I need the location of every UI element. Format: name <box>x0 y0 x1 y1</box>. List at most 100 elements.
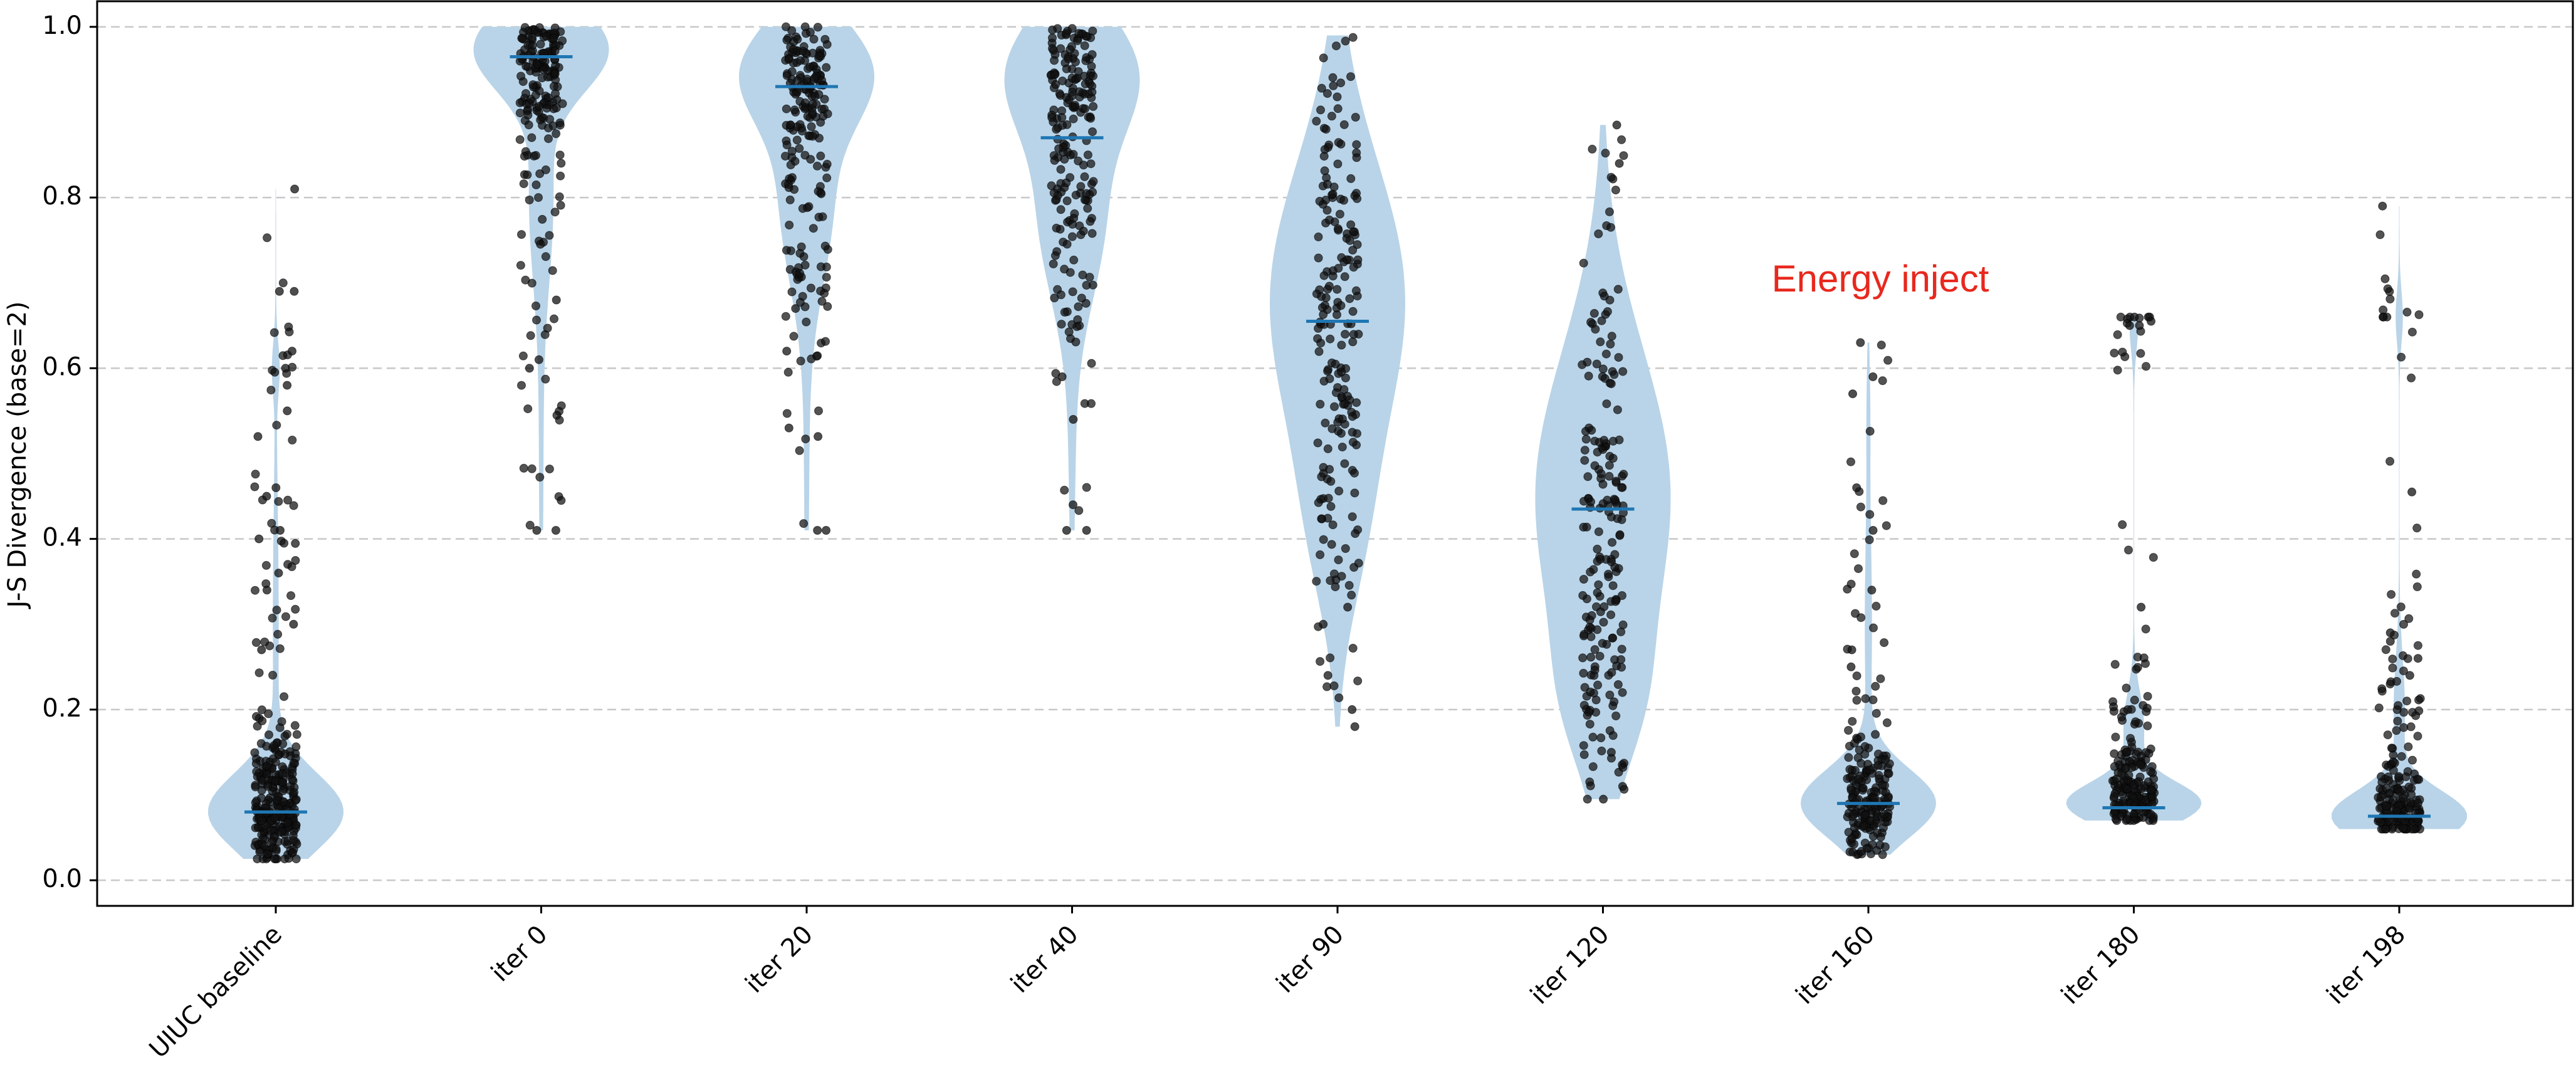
outlier-point <box>2135 321 2144 330</box>
data-point <box>2118 520 2127 529</box>
data-point <box>2122 747 2132 757</box>
data-point <box>1089 102 1098 111</box>
data-point <box>533 60 542 69</box>
outlier-point <box>1618 782 1627 791</box>
data-point <box>1597 316 1606 325</box>
energy-inject-annotation: Energy inject <box>1772 258 1989 300</box>
data-point <box>2399 619 2408 629</box>
data-point <box>1313 438 1322 448</box>
data-point <box>1077 293 1086 303</box>
data-point <box>1071 337 1081 347</box>
data-point <box>1316 657 1325 666</box>
data-point <box>1327 540 1336 549</box>
data-point <box>1588 144 1597 154</box>
violin-iter-20 <box>739 26 874 531</box>
data-point <box>1353 240 1362 250</box>
data-point <box>523 170 532 179</box>
outlier-point <box>1612 120 1621 130</box>
data-point <box>532 315 541 325</box>
data-point <box>1619 151 1628 160</box>
data-point <box>1347 591 1356 600</box>
data-point <box>1884 769 1893 778</box>
data-point <box>1069 255 1079 265</box>
outlier-point <box>2147 317 2155 326</box>
data-point <box>258 716 267 725</box>
data-point <box>1319 310 1328 319</box>
data-point <box>1354 559 1363 568</box>
data-point <box>1328 189 1338 199</box>
violin-iter-160 <box>1801 342 1936 855</box>
data-point <box>268 613 277 623</box>
data-point <box>1860 742 1870 751</box>
data-point <box>1334 693 1344 703</box>
data-point <box>515 108 525 118</box>
data-point <box>1327 424 1337 433</box>
data-point <box>783 367 793 377</box>
data-point <box>531 180 541 189</box>
data-point <box>814 187 823 196</box>
data-point <box>1348 412 1357 421</box>
outlier-point <box>1848 389 1857 399</box>
data-point <box>270 367 280 377</box>
data-point <box>1852 671 1861 681</box>
data-point <box>542 103 552 113</box>
data-point <box>2403 654 2412 663</box>
data-point <box>1056 205 1065 214</box>
data-point <box>1349 228 1358 236</box>
data-point <box>1617 135 1626 144</box>
data-point <box>1865 426 1875 436</box>
outlier-point <box>1062 526 1071 535</box>
outlier-point <box>257 645 266 654</box>
data-point <box>787 67 797 76</box>
data-point <box>1332 41 1341 51</box>
data-point <box>2394 701 2403 710</box>
data-point <box>2142 707 2151 717</box>
data-point <box>1865 535 1874 544</box>
data-point <box>1605 471 1614 481</box>
data-point <box>810 73 819 83</box>
data-point <box>785 265 795 274</box>
data-point <box>1322 682 1332 691</box>
data-point <box>291 821 301 830</box>
data-point <box>252 712 261 721</box>
outlier-point <box>525 364 534 373</box>
data-point <box>2387 590 2396 599</box>
data-point <box>1325 215 1334 224</box>
data-point <box>275 644 285 653</box>
data-point <box>2412 582 2422 591</box>
data-point <box>802 317 811 327</box>
data-point <box>1608 581 1618 591</box>
data-point <box>1333 104 1343 113</box>
data-point <box>550 314 558 323</box>
data-point <box>816 151 825 160</box>
violins <box>208 26 2467 859</box>
data-point <box>1082 281 1091 290</box>
data-point <box>2412 523 2422 533</box>
data-point <box>1086 113 1096 123</box>
data-point <box>1048 33 1057 43</box>
data-point <box>1073 315 1082 324</box>
data-point <box>2149 553 2158 562</box>
outlier-point <box>2407 487 2417 497</box>
data-point <box>517 381 526 390</box>
outlier-point <box>283 381 292 390</box>
data-point <box>797 242 806 251</box>
data-point <box>1846 457 1855 466</box>
data-point <box>1856 613 1866 623</box>
data-point <box>823 109 832 118</box>
data-point <box>270 328 279 337</box>
data-point <box>1580 446 1589 455</box>
data-point <box>545 231 554 240</box>
data-point <box>1060 485 1069 495</box>
data-point <box>2384 772 2393 782</box>
outlier-point <box>1867 586 1877 595</box>
data-point <box>278 777 287 787</box>
data-point <box>2413 641 2422 650</box>
data-point <box>820 95 829 104</box>
data-point <box>787 147 797 156</box>
outlier-point <box>2137 602 2146 612</box>
outlier-point <box>551 526 560 535</box>
data-point <box>1617 483 1626 492</box>
data-point <box>542 31 551 41</box>
data-point <box>1606 339 1615 349</box>
